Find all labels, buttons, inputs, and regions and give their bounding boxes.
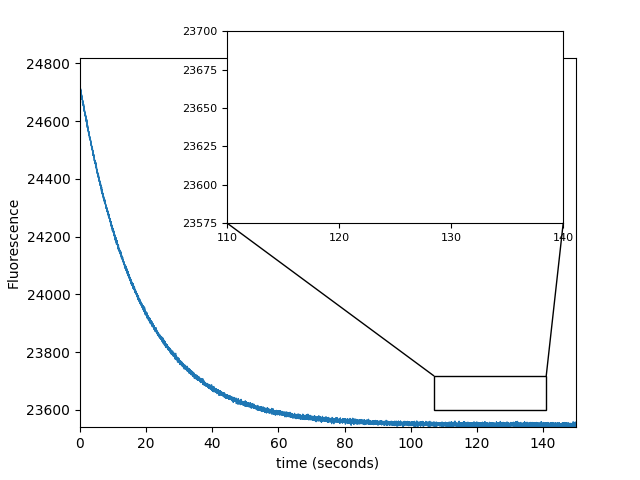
Bar — [434, 376, 547, 410]
X-axis label: time (seconds): time (seconds) — [276, 456, 380, 470]
Title: EGFP (470 ex; 540 em): EGFP (470 ex; 540 em) — [232, 35, 424, 53]
Y-axis label: Fluorescence: Fluorescence — [7, 197, 21, 288]
